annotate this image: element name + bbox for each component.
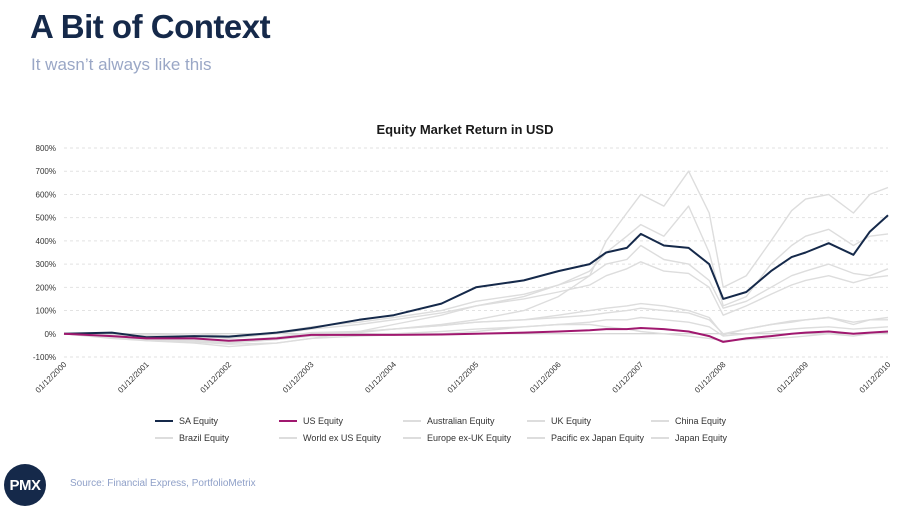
- series-line-us-equity: [63, 327, 889, 343]
- legend-swatch: [527, 419, 545, 422]
- legend-item: China Equity: [651, 412, 775, 429]
- legend-label: Japan Equity: [675, 432, 728, 443]
- series-line-china-equity: [63, 170, 889, 344]
- legend-swatch: [651, 419, 669, 422]
- legend-item: Japan Equity: [651, 429, 775, 446]
- x-tick-label: 01/12/2001: [116, 360, 151, 395]
- source-note: Source: Financial Express, PortfolioMetr…: [70, 478, 256, 489]
- legend-label: SA Equity: [179, 415, 219, 426]
- legend-swatch: [279, 436, 297, 439]
- x-tick-label: 01/12/2006: [528, 360, 563, 395]
- legend-label: World ex US Equity: [303, 432, 381, 443]
- y-tick-label: 200%: [36, 283, 56, 292]
- y-tick-label: 700%: [36, 167, 56, 176]
- equity-return-chart: Equity Market Return in USD -100% 0% 100% 2…: [33, 122, 893, 395]
- chart-legend: SA Equity US Equity Australian Equity UK Eq…: [155, 412, 795, 446]
- legend-label: Pacific ex Japan Equity: [551, 432, 645, 443]
- legend-label: Europe ex-UK Equity: [427, 432, 512, 443]
- x-tick-label: 01/12/2010: [858, 360, 893, 395]
- legend-item: Pacific ex Japan Equity: [527, 429, 651, 446]
- legend-label: UK Equity: [551, 415, 592, 426]
- legend-item: World ex US Equity: [279, 429, 403, 446]
- y-tick-label: 400%: [36, 237, 56, 246]
- x-axis-ticks: 01/12/2000 01/12/2001 01/12/2002 01/12/2003…: [34, 360, 893, 395]
- x-tick-label: 01/12/2003: [281, 360, 316, 395]
- legend-item: UK Equity: [527, 412, 651, 429]
- x-tick-label: 01/12/2004: [363, 360, 398, 395]
- legend-swatch: [527, 436, 545, 439]
- legend-label: Australian Equity: [427, 415, 495, 426]
- legend-swatch: [155, 419, 173, 422]
- legend-label: US Equity: [303, 415, 344, 426]
- legend-row: SA Equity US Equity Australian Equity UK Eq…: [155, 412, 795, 429]
- page-subtitle: It wasn’t always like this: [31, 55, 212, 74]
- series-line-sa-equity: [63, 214, 889, 339]
- pmx-logo: PMX: [4, 464, 46, 506]
- y-axis-ticks: -100% 0% 100% 200% 300% 400% 500% 600% 700% 800%: [33, 144, 56, 362]
- x-tick-label: 01/12/2002: [199, 360, 234, 395]
- x-tick-label: 01/12/2007: [611, 360, 646, 395]
- y-tick-label: 500%: [36, 214, 56, 223]
- series-line-japan-equity: [63, 323, 889, 345]
- legend-swatch: [279, 419, 297, 422]
- y-tick-label: 300%: [36, 260, 56, 269]
- y-tick-label: -100%: [33, 353, 56, 362]
- legend-item: US Equity: [279, 412, 403, 429]
- legend-item: Brazil Equity: [155, 429, 279, 446]
- x-tick-label: 01/12/2005: [446, 360, 481, 395]
- y-tick-label: 800%: [36, 144, 56, 153]
- legend-label: Brazil Equity: [179, 432, 230, 443]
- legend-item: SA Equity: [155, 412, 279, 429]
- y-tick-label: 100%: [36, 307, 56, 316]
- x-tick-label: 01/12/2008: [693, 360, 728, 395]
- legend-swatch: [403, 419, 421, 422]
- x-tick-label: 01/12/2000: [34, 360, 69, 395]
- chart-title: Equity Market Return in USD: [377, 122, 554, 137]
- series-line-pacific-ex-japan-equity: [63, 261, 889, 340]
- legend-label: China Equity: [675, 415, 727, 426]
- x-tick-label: 01/12/2009: [775, 360, 810, 395]
- legend-swatch: [651, 436, 669, 439]
- y-tick-label: 0%: [44, 330, 56, 339]
- legend-row: Brazil Equity World ex US Equity Europe ex…: [155, 429, 795, 446]
- legend-swatch: [155, 436, 173, 439]
- legend-item: Australian Equity: [403, 412, 527, 429]
- page-title: A Bit of Context: [30, 8, 271, 45]
- series-lines: [63, 170, 889, 348]
- y-tick-label: 600%: [36, 190, 56, 199]
- legend-item: Europe ex-UK Equity: [403, 429, 527, 446]
- legend-swatch: [403, 436, 421, 439]
